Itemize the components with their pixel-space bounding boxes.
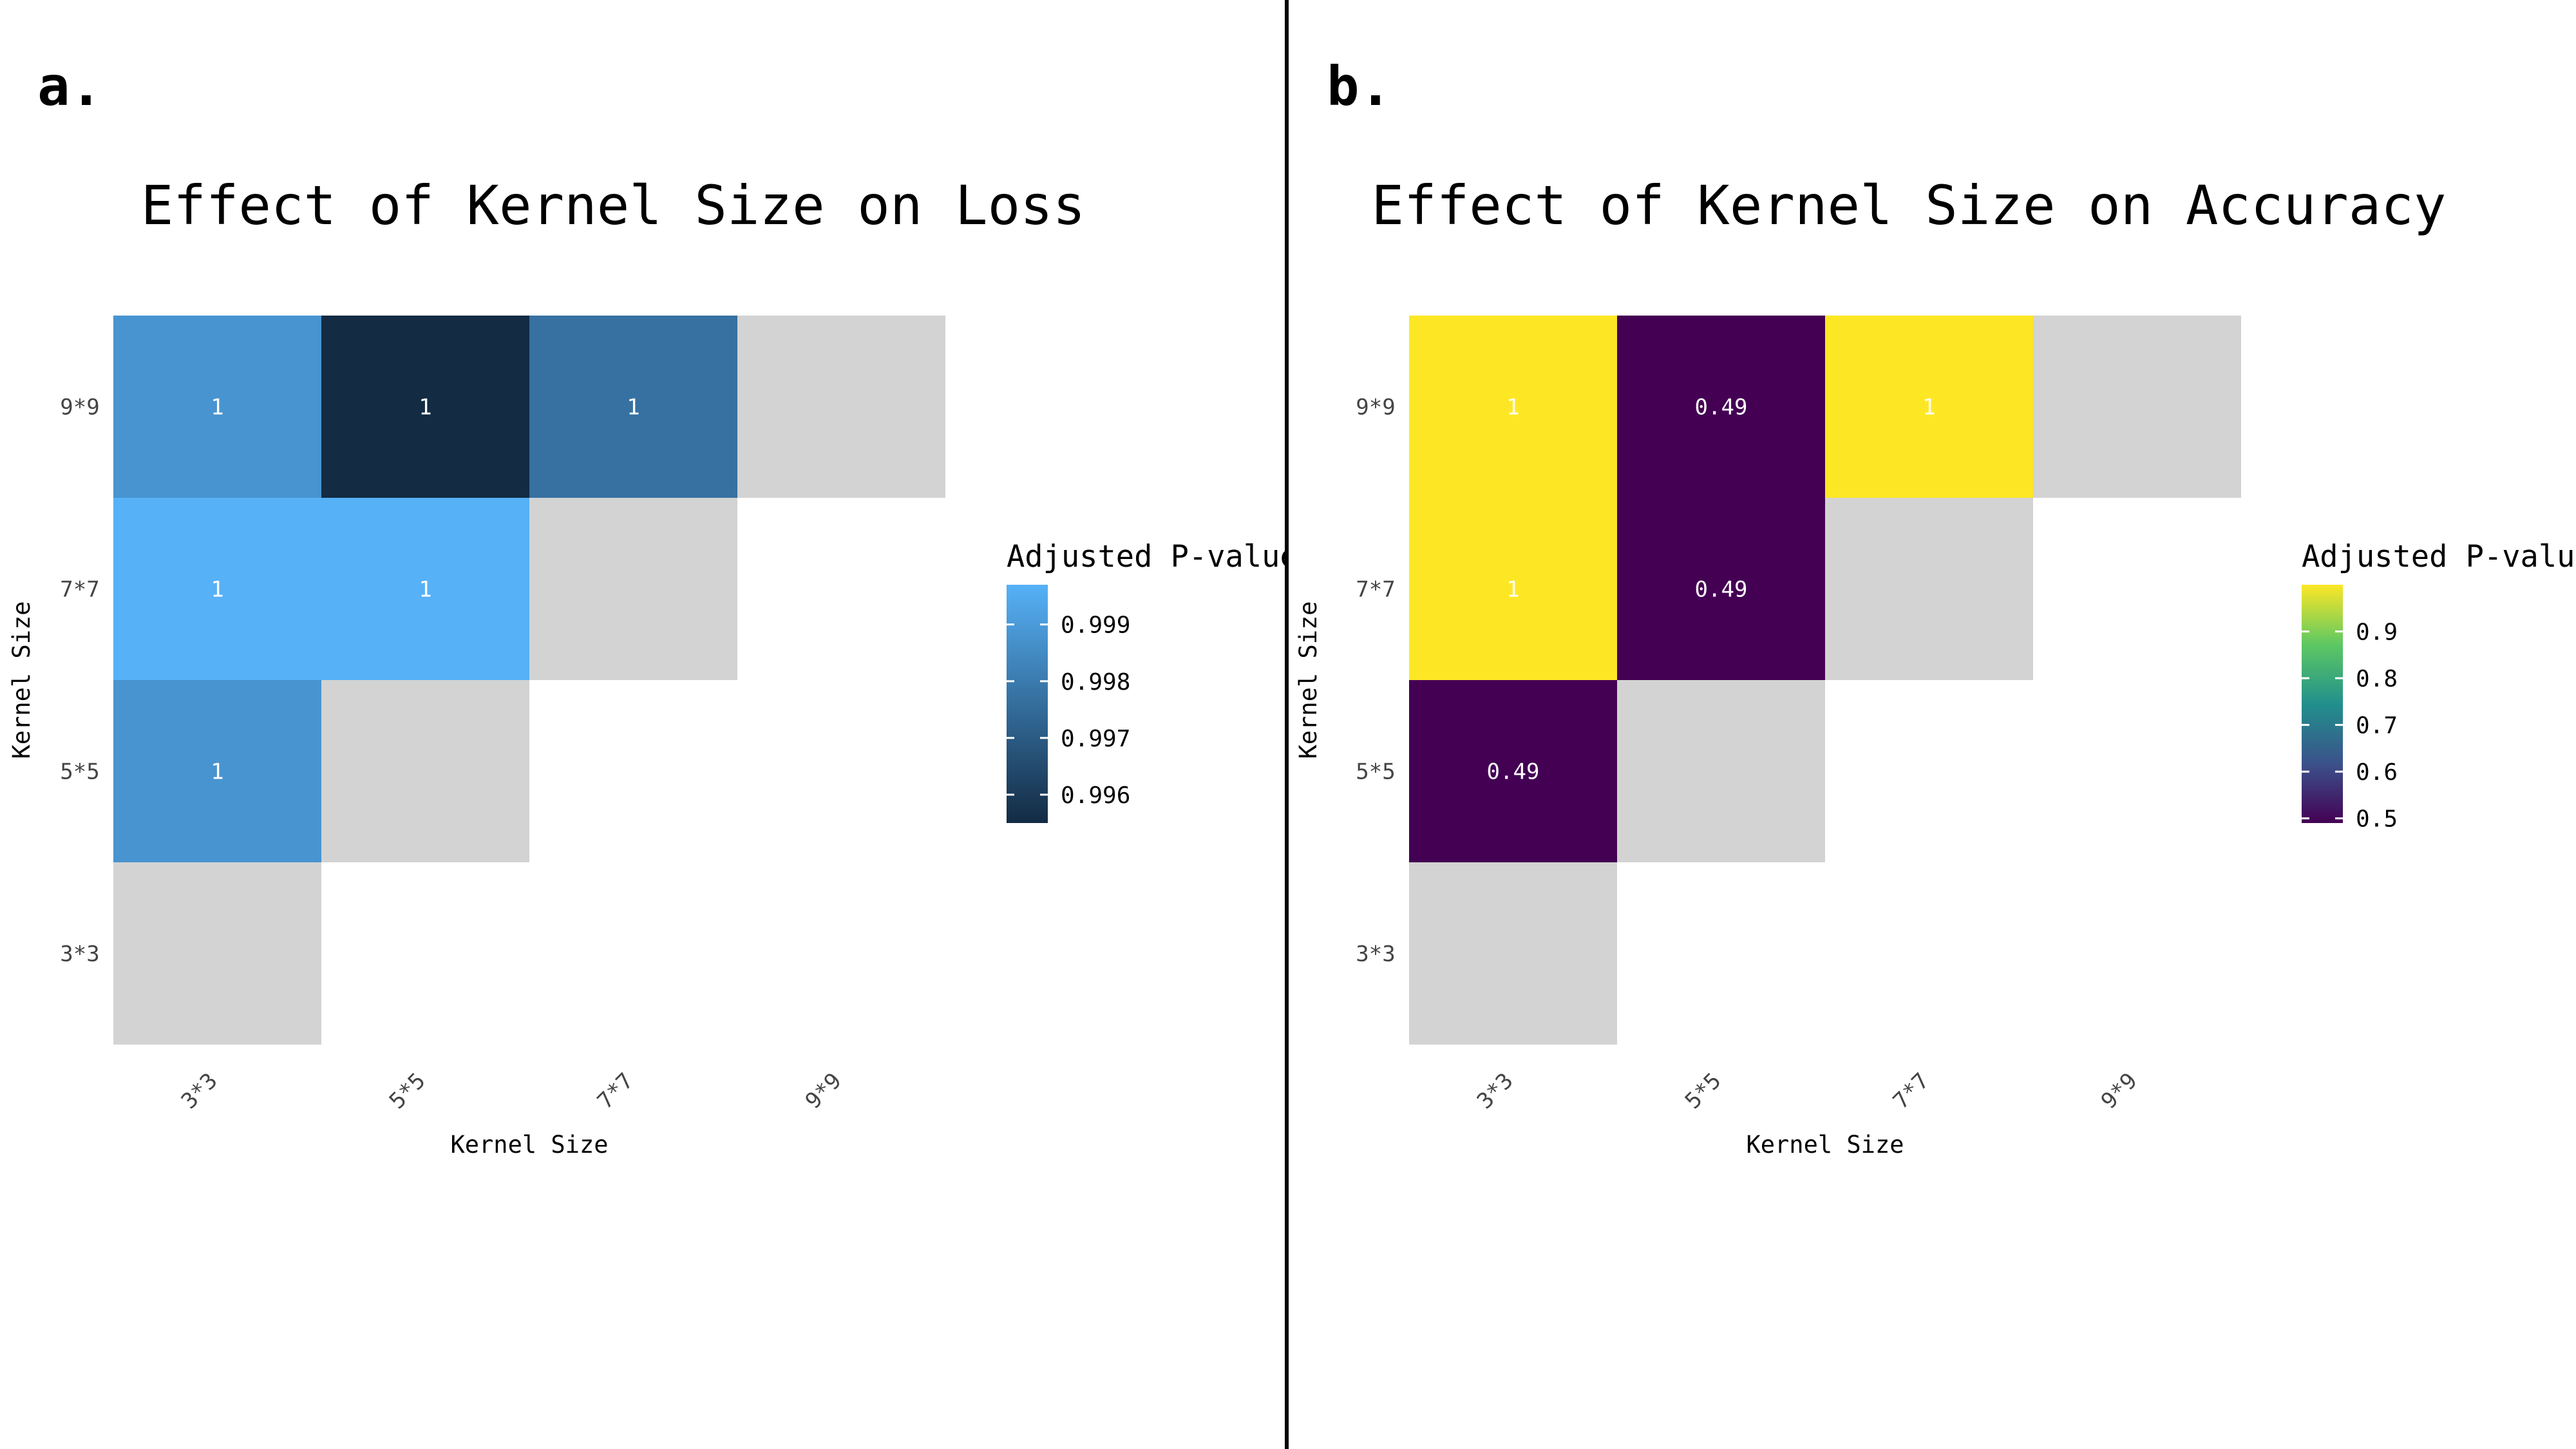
cell-value-label: 0.49 [1695,577,1748,603]
heatmap-cell [1409,862,1617,1045]
heatmap-cell [1409,680,1617,862]
heatmap-cell [113,680,321,862]
y-tick-label: 9*9 [60,395,99,421]
legend-title: Adjusted P-value [2302,539,2576,574]
heatmap-cell [1617,498,1825,680]
chart-title: Effect of Kernel Size on Loss [141,174,1086,237]
x-tick-label: 9*9 [2096,1068,2143,1114]
heatmap-cell [321,498,529,680]
x-tick-label: 3*3 [1472,1068,1519,1114]
heatmap-loss: Effect of Kernel Size on Loss 1 1 1 1 1 1 3*3 5*… [8,174,1285,1159]
cell-value-label: 1 [627,395,639,421]
cell-value-label: 1 [211,759,223,785]
legend-tick-label: 0.8 [2356,666,2398,692]
y-tick-label: 5*5 [60,759,99,785]
x-tick-label: 7*7 [1888,1068,1935,1114]
x-tick-label: 5*5 [1680,1068,1727,1114]
chart-title: Effect of Kernel Size on Accuracy [1372,174,2447,237]
heatmap-cell [1825,316,2033,498]
legend-tick-label: 0.5 [2356,806,2398,833]
cell-value-label: 1 [1922,395,1935,421]
legend-tick-label: 0.997 [1061,726,1130,752]
legend-tick-label: 0.7 [2356,713,2398,739]
legend-title: Adjusted P-value [1007,539,1285,574]
heatmap-cell [321,316,529,498]
cell-value-label: 1 [419,577,431,603]
legend-tick-label: 0.996 [1061,782,1130,809]
legend-tick-label: 0.9 [2356,620,2398,646]
heatmap-cell [113,862,321,1045]
y-tick-label: 5*5 [1356,759,1395,785]
panel-a-letter: a. [37,55,103,118]
y-tick-label: 7*7 [60,577,99,603]
heatmap-cell [1617,680,1825,862]
panel-divider [1285,0,1289,1449]
y-axis-title: Kernel Size [8,601,35,759]
legend-tick-label: 0.6 [2356,759,2398,786]
heatmap-cell [1617,316,1825,498]
heatmap-cell [1409,316,1617,498]
heatmap-cell [1825,498,2033,680]
cell-value-label: 0.49 [1695,395,1748,421]
heatmap-cell [1409,498,1617,680]
heatmap-accuracy: Effect of Kernel Size on Accuracy 1 0.49 1 1… [1294,174,2576,1159]
panel-b-letter: b. [1327,55,1392,118]
heatmap-cell [529,498,737,680]
x-tick-label: 9*9 [800,1068,847,1114]
legend-tick-label: 0.998 [1061,669,1130,696]
x-tick-label: 3*3 [176,1068,223,1114]
legend-colorbar [2302,585,2343,823]
heatmap-cell [2033,316,2241,498]
y-tick-label: 9*9 [1356,395,1395,421]
x-tick-label: 7*7 [592,1068,639,1114]
x-axis-title: Kernel Size [1746,1131,1904,1159]
cell-value-label: 1 [1506,395,1519,421]
legend-colorbar [1007,585,1048,823]
cell-value-label: 0.49 [1487,759,1540,785]
heatmap-cell [113,316,321,498]
heatmap-cell [529,316,737,498]
heatmap-cell [321,680,529,862]
cell-value-label: 1 [211,395,223,421]
x-tick-label: 5*5 [384,1068,431,1114]
heatmap-cell [737,316,945,498]
y-tick-label: 3*3 [60,942,99,967]
cell-value-label: 1 [419,395,431,421]
cell-value-label: 1 [211,577,223,603]
y-tick-label: 3*3 [1356,942,1395,967]
y-tick-label: 7*7 [1356,577,1395,603]
heatmap-cell [113,498,321,680]
cell-value-label: 1 [1506,577,1519,603]
legend-tick-label: 0.999 [1061,612,1130,639]
x-axis-title: Kernel Size [450,1131,608,1159]
y-axis-title: Kernel Size [1294,601,1322,759]
